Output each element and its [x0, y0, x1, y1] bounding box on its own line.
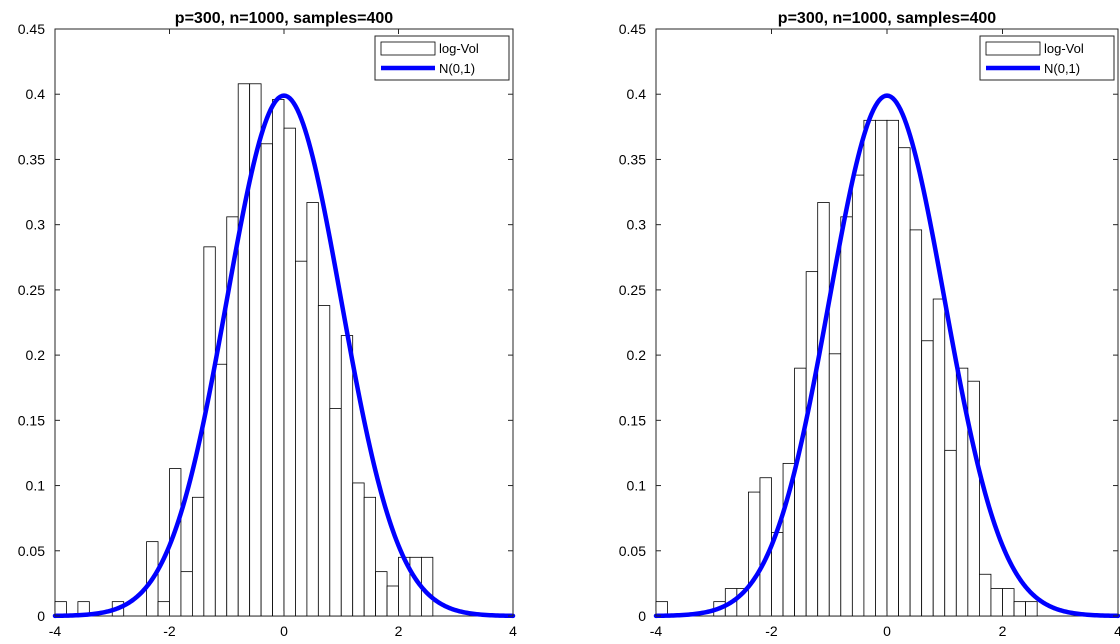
histogram-bar: [828, 353, 842, 617]
legend: log-Vol N(0,1): [979, 35, 1115, 81]
x-tick-label: 2: [395, 623, 403, 639]
chart-title: p=300, n=1000, samples=400: [175, 10, 393, 27]
y-tick-label: 0.1: [627, 478, 647, 494]
legend-label-log-vol: log-Vol: [1044, 41, 1084, 56]
histogram-bar: [886, 119, 899, 617]
normal-curve-line: [653, 93, 1120, 619]
histogram-bar: [921, 340, 934, 617]
histogram-bar: [317, 305, 331, 617]
histogram-bar: [909, 229, 923, 617]
normal-curve-line: [52, 93, 516, 619]
histogram-bar: [1002, 588, 1015, 617]
histogram-bar: [1013, 601, 1026, 617]
y-tick-label: 0.2: [26, 347, 46, 363]
y-tick-label: 0.45: [18, 21, 45, 37]
histogram-bar: [260, 143, 273, 617]
legend-label-normal: N(0,1): [439, 61, 475, 76]
y-tick-label: 0.35: [619, 151, 646, 167]
y-tick-label: 0.15: [18, 412, 45, 428]
y-tick-label: 0.4: [26, 86, 46, 102]
histogram-bar: [817, 202, 830, 617]
legend-swatch-bar: [985, 41, 1041, 56]
histogram-bar: [863, 119, 876, 617]
histogram-bar: [157, 601, 170, 617]
histogram-bar: [794, 367, 807, 617]
histogram-bar: [283, 127, 296, 617]
x-tick-label: -2: [765, 623, 778, 639]
x-tick-label: 0: [280, 623, 288, 639]
histogram-bar: [875, 119, 888, 617]
legend-label-normal: N(0,1): [1044, 61, 1080, 76]
histogram-bar: [191, 496, 205, 617]
chart-title: p=300, n=1000, samples=400: [778, 10, 996, 27]
x-tick-label: -4: [650, 623, 663, 639]
histogram-bar: [944, 449, 957, 617]
x-tick-label: 0: [883, 623, 891, 639]
histogram-bar: [748, 491, 761, 617]
x-tick-label: -2: [163, 623, 176, 639]
x-tick-label: -4: [49, 623, 62, 639]
histogram-bar: [375, 571, 388, 617]
histogram-bar: [272, 99, 285, 617]
histogram-panel-left: 0 0.05 0.1 0.15 0.2 0.25 0.3 0.35 0.4 0.45 -4 -2 0 2 4…: [18, 10, 517, 639]
legend-label-log-vol: log-Vol: [439, 41, 479, 56]
y-tick-label: 0.3: [627, 217, 647, 233]
y-tick-label: 0.25: [18, 282, 45, 298]
y-tick-label: 0: [638, 608, 646, 624]
x-tick-label: 4: [509, 623, 517, 639]
histogram-bar: [851, 174, 865, 617]
histogram-bar: [237, 83, 251, 617]
histogram-bar: [306, 202, 319, 617]
y-tick-label: 0.15: [619, 412, 646, 428]
y-tick-label: 0.1: [26, 478, 46, 494]
histogram-bar: [203, 246, 216, 617]
histogram-panel-right: 0 0.05 0.1 0.15 0.2 0.25 0.3 0.35 0.4 0.45 -4 -2 0 2 4…: [619, 10, 1120, 639]
legend-swatch-bar: [380, 41, 436, 56]
histogram-bar: [295, 260, 308, 617]
x-tick-label: 2: [999, 623, 1007, 639]
histogram-bar: [352, 482, 365, 617]
y-tick-label: 0.3: [26, 217, 46, 233]
histogram-bar: [340, 335, 354, 617]
histogram-bar: [840, 216, 853, 617]
histogram-bar: [932, 298, 946, 617]
histogram-bar: [180, 571, 193, 617]
histogram-bar: [1025, 601, 1038, 617]
histogram-bar: [214, 363, 228, 617]
y-tick-label: 0.2: [627, 347, 647, 363]
histogram-bar: [967, 380, 980, 617]
legend: log-Vol N(0,1): [374, 35, 510, 81]
histogram-bar: [898, 147, 911, 617]
y-tick-label: 0.25: [619, 282, 646, 298]
histogram-bar: [805, 271, 819, 617]
y-tick-label: 0.45: [619, 21, 646, 37]
histogram-bar: [979, 573, 992, 617]
y-tick-label: 0: [37, 608, 45, 624]
x-tick-label: 4: [1114, 623, 1120, 639]
histogram-bar: [386, 585, 399, 617]
y-tick-label: 0.4: [627, 86, 647, 102]
histogram-bar: [990, 588, 1003, 617]
y-tick-label: 0.35: [18, 151, 45, 167]
histogram-bar: [363, 496, 376, 617]
y-tick-label: 0.05: [18, 543, 45, 559]
histogram-bar: [329, 408, 342, 617]
y-tick-label: 0.05: [619, 543, 646, 559]
